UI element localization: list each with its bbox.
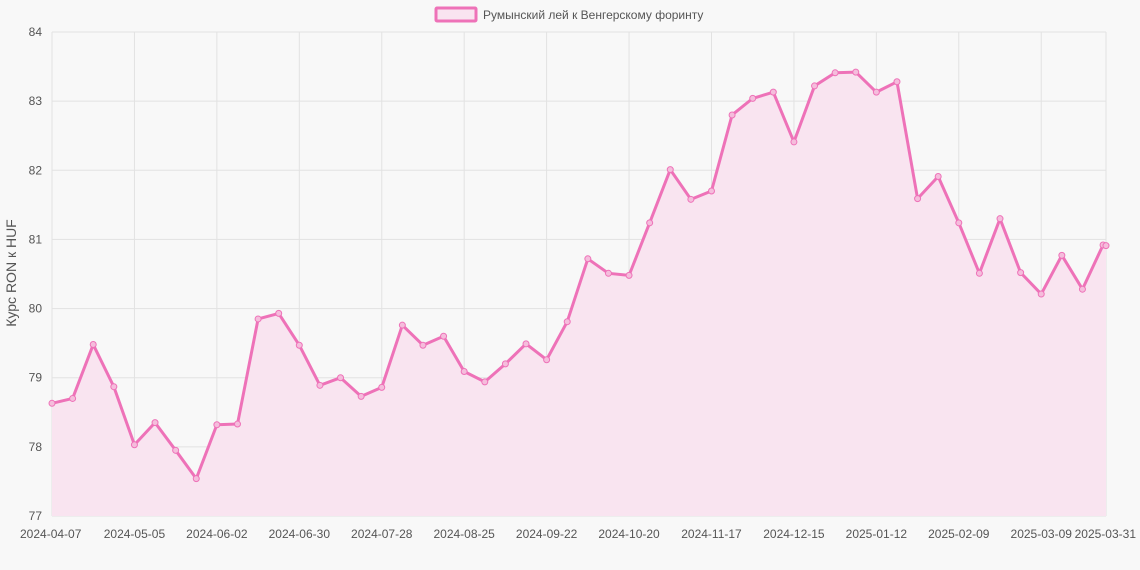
data-point[interactable] bbox=[460, 367, 468, 375]
data-point[interactable] bbox=[646, 219, 654, 227]
data-point[interactable] bbox=[501, 360, 509, 368]
data-point[interactable] bbox=[707, 187, 715, 195]
legend[interactable]: Румынский лей к Венгерскому форинту bbox=[434, 6, 703, 23]
data-point[interactable] bbox=[419, 341, 427, 349]
data-point[interactable] bbox=[914, 195, 922, 203]
data-point[interactable] bbox=[295, 341, 303, 349]
data-point[interactable] bbox=[749, 94, 757, 102]
data-point[interactable] bbox=[130, 441, 138, 449]
data-point[interactable] bbox=[604, 269, 612, 277]
data-point[interactable] bbox=[254, 315, 262, 323]
data-point[interactable] bbox=[110, 383, 118, 391]
data-point[interactable] bbox=[275, 309, 283, 317]
data-point[interactable] bbox=[687, 195, 695, 203]
data-point[interactable] bbox=[522, 340, 530, 348]
data-point[interactable] bbox=[192, 475, 200, 483]
x-tick-label: 2024-04-07 bbox=[20, 527, 82, 541]
legend-swatch[interactable] bbox=[434, 6, 478, 23]
y-tick-label: 78 bbox=[29, 440, 43, 454]
x-tick-label: 2024-05-05 bbox=[104, 527, 166, 541]
data-point[interactable] bbox=[1017, 269, 1025, 277]
x-tick-label: 2024-06-02 bbox=[186, 527, 248, 541]
y-tick-label: 77 bbox=[29, 509, 43, 523]
data-point[interactable] bbox=[1102, 242, 1110, 250]
y-tick-label: 84 bbox=[29, 25, 43, 39]
data-point[interactable] bbox=[1058, 251, 1066, 259]
data-point[interactable] bbox=[769, 88, 777, 96]
x-tick-label: 2025-01-12 bbox=[846, 527, 908, 541]
legend-label[interactable]: Румынский лей к Венгерскому форинту bbox=[483, 8, 703, 22]
data-point[interactable] bbox=[151, 419, 159, 427]
y-tick-label: 81 bbox=[29, 232, 43, 246]
data-point[interactable] bbox=[1037, 290, 1045, 298]
data-point[interactable] bbox=[337, 374, 345, 382]
data-point[interactable] bbox=[172, 446, 180, 454]
data-point[interactable] bbox=[852, 68, 860, 76]
x-tick-label: 2024-11-17 bbox=[681, 527, 742, 541]
data-point[interactable] bbox=[398, 321, 406, 329]
data-point[interactable] bbox=[955, 219, 963, 227]
data-point[interactable] bbox=[790, 138, 798, 146]
data-point[interactable] bbox=[934, 173, 942, 181]
data-point[interactable] bbox=[666, 166, 674, 174]
series-area-fill bbox=[52, 72, 1106, 516]
data-point[interactable] bbox=[69, 394, 77, 402]
x-tick-label: 2024-07-28 bbox=[351, 527, 413, 541]
data-point[interactable] bbox=[440, 332, 448, 340]
x-tick-label: 2025-03-31 bbox=[1075, 527, 1137, 541]
data-point[interactable] bbox=[996, 215, 1004, 223]
y-tick-label: 82 bbox=[29, 163, 43, 177]
data-point[interactable] bbox=[89, 341, 97, 349]
x-tick-label: 2024-08-25 bbox=[433, 527, 495, 541]
data-point[interactable] bbox=[728, 111, 736, 119]
data-point[interactable] bbox=[893, 78, 901, 86]
data-point[interactable] bbox=[233, 420, 241, 428]
data-point[interactable] bbox=[357, 392, 365, 400]
data-point[interactable] bbox=[481, 378, 489, 386]
y-tick-label: 79 bbox=[29, 371, 43, 385]
data-point[interactable] bbox=[213, 421, 221, 429]
x-axis-ticks: 2024-04-07 2024-05-05 2024-06-02 2024-06-30… bbox=[20, 527, 1136, 541]
y-axis-label: Курс RON к HUF bbox=[3, 219, 19, 326]
x-tick-label: 2025-02-09 bbox=[928, 527, 990, 541]
x-tick-label: 2024-09-22 bbox=[516, 527, 578, 541]
x-tick-label: 2024-06-30 bbox=[269, 527, 331, 541]
data-point[interactable] bbox=[831, 69, 839, 77]
data-point[interactable] bbox=[48, 399, 56, 407]
data-point[interactable] bbox=[584, 255, 592, 263]
data-point[interactable] bbox=[872, 88, 880, 96]
x-tick-label: 2024-12-15 bbox=[763, 527, 825, 541]
y-tick-label: 83 bbox=[29, 94, 43, 108]
x-tick-label: 2025-03-09 bbox=[1011, 527, 1073, 541]
series-points bbox=[48, 68, 1110, 483]
data-point[interactable] bbox=[625, 271, 633, 279]
y-axis-ticks: 77 78 79 80 81 82 83 84 bbox=[29, 25, 43, 523]
data-point[interactable] bbox=[316, 381, 324, 389]
x-tick-label: 2024-10-20 bbox=[598, 527, 660, 541]
data-point[interactable] bbox=[378, 383, 386, 391]
data-point[interactable] bbox=[563, 318, 571, 326]
y-tick-label: 80 bbox=[29, 302, 43, 316]
data-point[interactable] bbox=[975, 269, 983, 277]
data-point[interactable] bbox=[811, 82, 819, 90]
data-point[interactable] bbox=[1078, 285, 1086, 293]
data-point[interactable] bbox=[543, 356, 551, 364]
